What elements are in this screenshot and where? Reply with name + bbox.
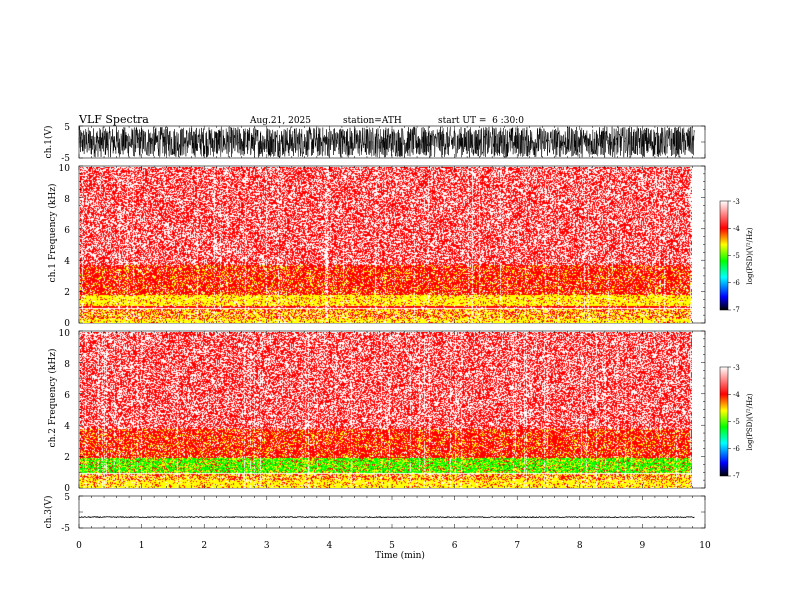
ch3-ylabel: ch.3(V): [43, 496, 54, 529]
ch2-ytick-6: 6: [64, 391, 70, 401]
x-axis-label: Time (min): [375, 550, 425, 561]
xtick-2: 2: [201, 541, 207, 551]
header-date: Aug.21, 2025: [249, 116, 311, 126]
xtick-4: 4: [327, 541, 333, 551]
ch3-ytick-neg5: -5: [61, 524, 70, 534]
ch2-ytick-8: 8: [64, 360, 70, 370]
ch2-cbar-tick-neg7: -7: [733, 472, 740, 480]
ch1-ytick-4: 4: [64, 257, 70, 267]
xtick-0: 0: [76, 541, 82, 551]
xtick-3: 3: [264, 541, 270, 551]
x-axis: 0 1 2 3 4 5 6 7 8 9 10 Time (min): [76, 541, 711, 561]
ch1-ytick-10: 10: [59, 164, 71, 174]
ch1-ytick-neg5: -5: [61, 154, 70, 164]
xtick-6: 6: [452, 541, 458, 551]
ch2-spectrogram-panel: 0 2 4 6 8 10 ch.2 Frequency (kHz) -3 -4 …: [47, 329, 754, 494]
ch1-cbar-tick-neg3: -3: [733, 198, 740, 206]
ch1-ytick-2: 2: [64, 288, 70, 298]
xtick-9: 9: [640, 541, 646, 551]
xtick-10: 10: [699, 541, 711, 551]
ch1-spectrogram-ylabel: ch.1 Frequency (kHz): [47, 184, 58, 283]
ch2-spectrogram-heatmap: [80, 332, 692, 488]
ch1-spectrogram-panel: 0 2 4 6 8 10 ch.1 Frequency (kHz) -3 -4 …: [47, 164, 754, 329]
ch1-waveform-trace: [78, 126, 695, 159]
header-station: station=ATH: [343, 116, 402, 126]
figure-title: VLF Spectra: [78, 113, 149, 126]
xtick-8: 8: [577, 541, 583, 551]
ch1-spectrogram-heatmap: [80, 167, 692, 323]
ch1-cbar-tick-neg5: -5: [733, 252, 740, 260]
xtick-7: 7: [514, 541, 520, 551]
ch1-ytick-0: 0: [64, 319, 70, 329]
xtick-1: 1: [139, 541, 145, 551]
ch2-ytick-4: 4: [64, 422, 70, 432]
ch3-waveform-panel: 5 -5 ch.3(V): [43, 493, 706, 534]
ch2-colorbar-label: log(PSD)(V²/Hz): [746, 393, 754, 450]
ch1-ytick-5: 5: [64, 123, 70, 133]
ch2-ytick-2: 2: [64, 453, 70, 463]
ch2-colorbar: [719, 366, 729, 477]
ch3-ytick-5: 5: [64, 493, 70, 503]
ch2-cbar-tick-neg6: -6: [733, 445, 740, 453]
axis-tick-marks: [78, 125, 731, 529]
ch2-spectrogram-ylabel: ch.2 Frequency (kHz): [47, 349, 58, 448]
ch1-ytick-6: 6: [64, 226, 70, 236]
ch1-cbar-tick-neg7: -7: [733, 306, 740, 314]
ch2-cbar-tick-neg4: -4: [733, 391, 740, 399]
ch1-ylabel: ch.1(V): [43, 126, 54, 159]
xtick-5: 5: [389, 541, 395, 551]
ch1-cbar-tick-neg6: -6: [733, 279, 740, 287]
ch2-cbar-tick-neg3: -3: [733, 364, 740, 372]
ch2-cbar-tick-neg5: -5: [733, 418, 740, 426]
ch2-ytick-0: 0: [64, 484, 70, 494]
ch3-waveform-frame: [78, 495, 706, 529]
ch1-ytick-8: 8: [64, 195, 70, 205]
header-start-time: start UT = 6 :30:0: [438, 116, 524, 126]
ch3-waveform-trace: [78, 516, 695, 519]
ch1-waveform-panel: 5 -5 ch.1(V): [43, 123, 706, 164]
ch1-colorbar: [719, 200, 729, 311]
ch2-ytick-10: 10: [59, 329, 71, 339]
ch1-colorbar-label: log(PSD)(V²/Hz): [746, 227, 754, 284]
ch1-cbar-tick-neg4: -4: [733, 225, 740, 233]
